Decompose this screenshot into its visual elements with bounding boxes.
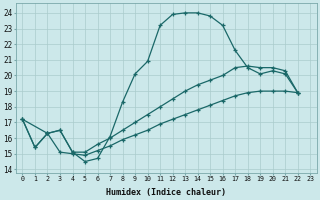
X-axis label: Humidex (Indice chaleur): Humidex (Indice chaleur)	[106, 188, 226, 197]
